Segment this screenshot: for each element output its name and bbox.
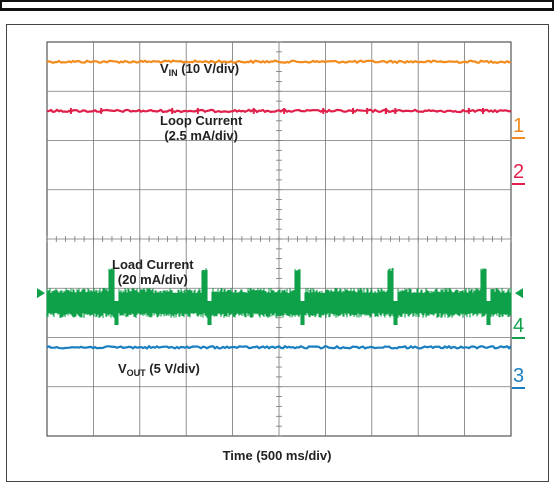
vout-label: VOUT (5 V/div) <box>118 361 200 378</box>
load-current-label-line1: Load Current <box>112 257 194 272</box>
trigger-markers <box>37 288 523 299</box>
loop-current-label: Loop Current (2.5 mA/div) <box>160 113 242 143</box>
graticule <box>46 41 512 437</box>
vin-trace <box>46 59 512 65</box>
loop-current-trace <box>46 108 512 114</box>
vout-trace <box>46 344 512 350</box>
loop-current-label-line2: (2.5 mA/div) <box>164 128 238 143</box>
channel-3-marker: 3 <box>512 365 526 389</box>
traces <box>46 59 512 350</box>
channel-2-marker: 2 <box>512 161 526 185</box>
load-current-label-line2: (20 mA/div) <box>117 272 188 287</box>
loop-current-label-line1: Loop Current <box>160 113 243 128</box>
x-axis-title: Time (500 ms/div) <box>222 448 332 463</box>
load-current-label: Load Current (20 mA/div) <box>112 257 194 287</box>
trigger-marker-right <box>515 288 523 299</box>
channel-1-marker: 1 <box>512 115 526 139</box>
trigger-marker-left <box>37 288 45 299</box>
channel-4-marker: 4 <box>512 315 526 339</box>
vin-label: VIN (10 V/div) <box>160 61 240 78</box>
top-border-bar <box>0 0 554 11</box>
load-current-trace <box>46 268 512 325</box>
figure-frame <box>6 24 549 482</box>
